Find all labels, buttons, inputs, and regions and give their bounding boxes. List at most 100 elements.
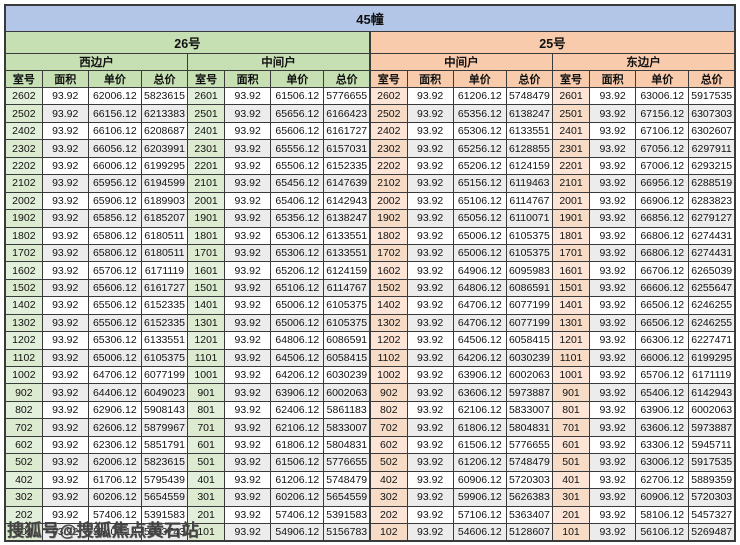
unit-price-cell: 66856.12 bbox=[635, 209, 690, 228]
room-cell: 401 bbox=[551, 470, 591, 490]
room-cell: 2602 bbox=[368, 86, 408, 106]
unit-price-cell: 64906.12 bbox=[452, 261, 507, 280]
room-cell: 2401 bbox=[186, 121, 226, 141]
unit-price-cell: 65356.12 bbox=[270, 209, 325, 228]
area-cell: 93.92 bbox=[224, 383, 272, 402]
area-cell: 93.92 bbox=[589, 348, 637, 368]
room-cell: 801 bbox=[186, 400, 226, 420]
total-price-cell: 6203991 bbox=[140, 139, 188, 158]
room-cell: 2502 bbox=[368, 104, 408, 123]
col-header-room: 室号 bbox=[4, 70, 43, 88]
area-cell: 93.92 bbox=[589, 278, 637, 298]
total-price-cell: 6119463 bbox=[505, 174, 553, 193]
area-cell: 93.92 bbox=[41, 156, 89, 176]
unit-price-cell: 65056.12 bbox=[452, 209, 507, 228]
area-cell: 93.92 bbox=[224, 86, 272, 106]
room-cell: 2102 bbox=[4, 174, 43, 193]
unit-price-cell: 66006.12 bbox=[635, 348, 690, 368]
room-cell: 1202 bbox=[368, 331, 408, 350]
total-price-cell: 6030239 bbox=[323, 365, 371, 385]
total-price-cell: 6142943 bbox=[323, 191, 371, 211]
unit-price-cell: 57406.12 bbox=[270, 505, 325, 524]
unit-price-cell: 63606.12 bbox=[635, 418, 690, 437]
table-row: 602 93.92 62306.12 5851791 601 93.92 61806.12 5… bbox=[4, 435, 736, 455]
room-cell: 2101 bbox=[186, 174, 226, 193]
area-cell: 93.92 bbox=[589, 400, 637, 420]
total-price-cell: 6171119 bbox=[688, 365, 736, 385]
room-cell: 601 bbox=[551, 435, 591, 455]
total-price-cell: 6166423 bbox=[323, 104, 371, 123]
total-price-cell: 6274431 bbox=[688, 226, 736, 245]
room-cell: 1102 bbox=[368, 348, 408, 368]
total-price-cell: 5156783 bbox=[323, 522, 371, 542]
unit-price-cell: 66806.12 bbox=[635, 243, 690, 263]
unit-price-cell: 63006.12 bbox=[635, 86, 690, 106]
total-price-cell: 5748479 bbox=[505, 453, 553, 472]
total-price-cell: 6133551 bbox=[323, 226, 371, 245]
total-price-cell: 6030239 bbox=[505, 348, 553, 368]
total-price-cell: 6124159 bbox=[505, 156, 553, 176]
area-cell: 93.92 bbox=[406, 488, 454, 507]
room-cell: 101 bbox=[186, 522, 226, 542]
unit-type-row: 西边户 中间户 中间户 东边户 bbox=[4, 53, 736, 71]
room-cell: 1001 bbox=[186, 365, 226, 385]
total-price-cell: 6077199 bbox=[505, 296, 553, 315]
area-cell: 93.92 bbox=[589, 505, 637, 524]
unit-price-cell: 65406.12 bbox=[635, 383, 690, 402]
col-header-unit-price: 单价 bbox=[87, 70, 142, 88]
area-cell: 93.92 bbox=[224, 418, 272, 437]
building-block-title: 45幢 bbox=[4, 4, 736, 32]
room-cell: 1802 bbox=[4, 226, 43, 245]
room-cell: 1801 bbox=[186, 226, 226, 245]
area-cell: 93.92 bbox=[224, 243, 272, 263]
total-price-cell: 5823615 bbox=[140, 86, 188, 106]
total-price-cell: 6194599 bbox=[140, 174, 188, 193]
room-cell: 1101 bbox=[551, 348, 591, 368]
total-price-cell: 6161727 bbox=[323, 121, 371, 141]
room-cell: 1802 bbox=[368, 226, 408, 245]
room-cell: 902 bbox=[4, 383, 43, 402]
area-cell: 93.92 bbox=[589, 226, 637, 245]
area-cell: 93.92 bbox=[224, 400, 272, 420]
room-cell: 2302 bbox=[4, 139, 43, 158]
total-price-cell: 6283823 bbox=[688, 191, 736, 211]
total-price-cell: 6157031 bbox=[323, 139, 371, 158]
unit-price-cell: 57406.12 bbox=[87, 505, 142, 524]
total-price-cell: 6288519 bbox=[688, 174, 736, 193]
room-cell: 901 bbox=[186, 383, 226, 402]
unit-price-cell: 65856.12 bbox=[87, 209, 142, 228]
table-row: 1702 93.92 65806.12 6180511 1701 93.92 65306.1… bbox=[4, 243, 736, 263]
room-cell: 1101 bbox=[186, 348, 226, 368]
unit-price-cell: 63006.12 bbox=[635, 453, 690, 472]
building-26-header: 26号 bbox=[4, 31, 371, 54]
room-cell: 1401 bbox=[551, 296, 591, 315]
room-cell: 801 bbox=[551, 400, 591, 420]
area-cell: 93.92 bbox=[589, 522, 637, 542]
room-cell: 2502 bbox=[4, 104, 43, 123]
area-cell: 93.92 bbox=[406, 226, 454, 245]
total-price-cell: 6293215 bbox=[688, 156, 736, 176]
unit-price-cell: 57106.12 bbox=[452, 505, 507, 524]
unit-price-cell: 62606.12 bbox=[87, 418, 142, 437]
room-cell: 1701 bbox=[551, 243, 591, 263]
table-row: 202 93.92 57406.12 5391583 201 93.92 57406.12 5… bbox=[4, 505, 736, 524]
area-cell: 93.92 bbox=[589, 470, 637, 490]
room-cell: 802 bbox=[4, 400, 43, 420]
total-price-cell: 6199295 bbox=[140, 156, 188, 176]
total-price-cell: 5776655 bbox=[323, 86, 371, 106]
table-row: 802 93.92 62906.12 5908143 801 93.92 62406.12 5… bbox=[4, 400, 736, 420]
room-cell: 1302 bbox=[368, 313, 408, 333]
total-price-cell: 6124159 bbox=[323, 261, 371, 280]
room-cell: 301 bbox=[186, 488, 226, 507]
area-cell: 93.92 bbox=[406, 139, 454, 158]
unit-price-cell: 61506.12 bbox=[452, 435, 507, 455]
unit-price-cell: 65406.12 bbox=[270, 191, 325, 211]
area-cell: 93.92 bbox=[224, 470, 272, 490]
col-header-area: 面积 bbox=[589, 70, 637, 88]
unit-price-cell: 62106.12 bbox=[270, 418, 325, 437]
unit-price-cell: 67156.12 bbox=[635, 104, 690, 123]
area-cell: 93.92 bbox=[224, 435, 272, 455]
area-cell: 93.92 bbox=[41, 261, 89, 280]
table-row: 2502 93.92 66156.12 6213383 2501 93.92 65656.1… bbox=[4, 104, 736, 123]
unit-price-cell: 65806.12 bbox=[87, 243, 142, 263]
